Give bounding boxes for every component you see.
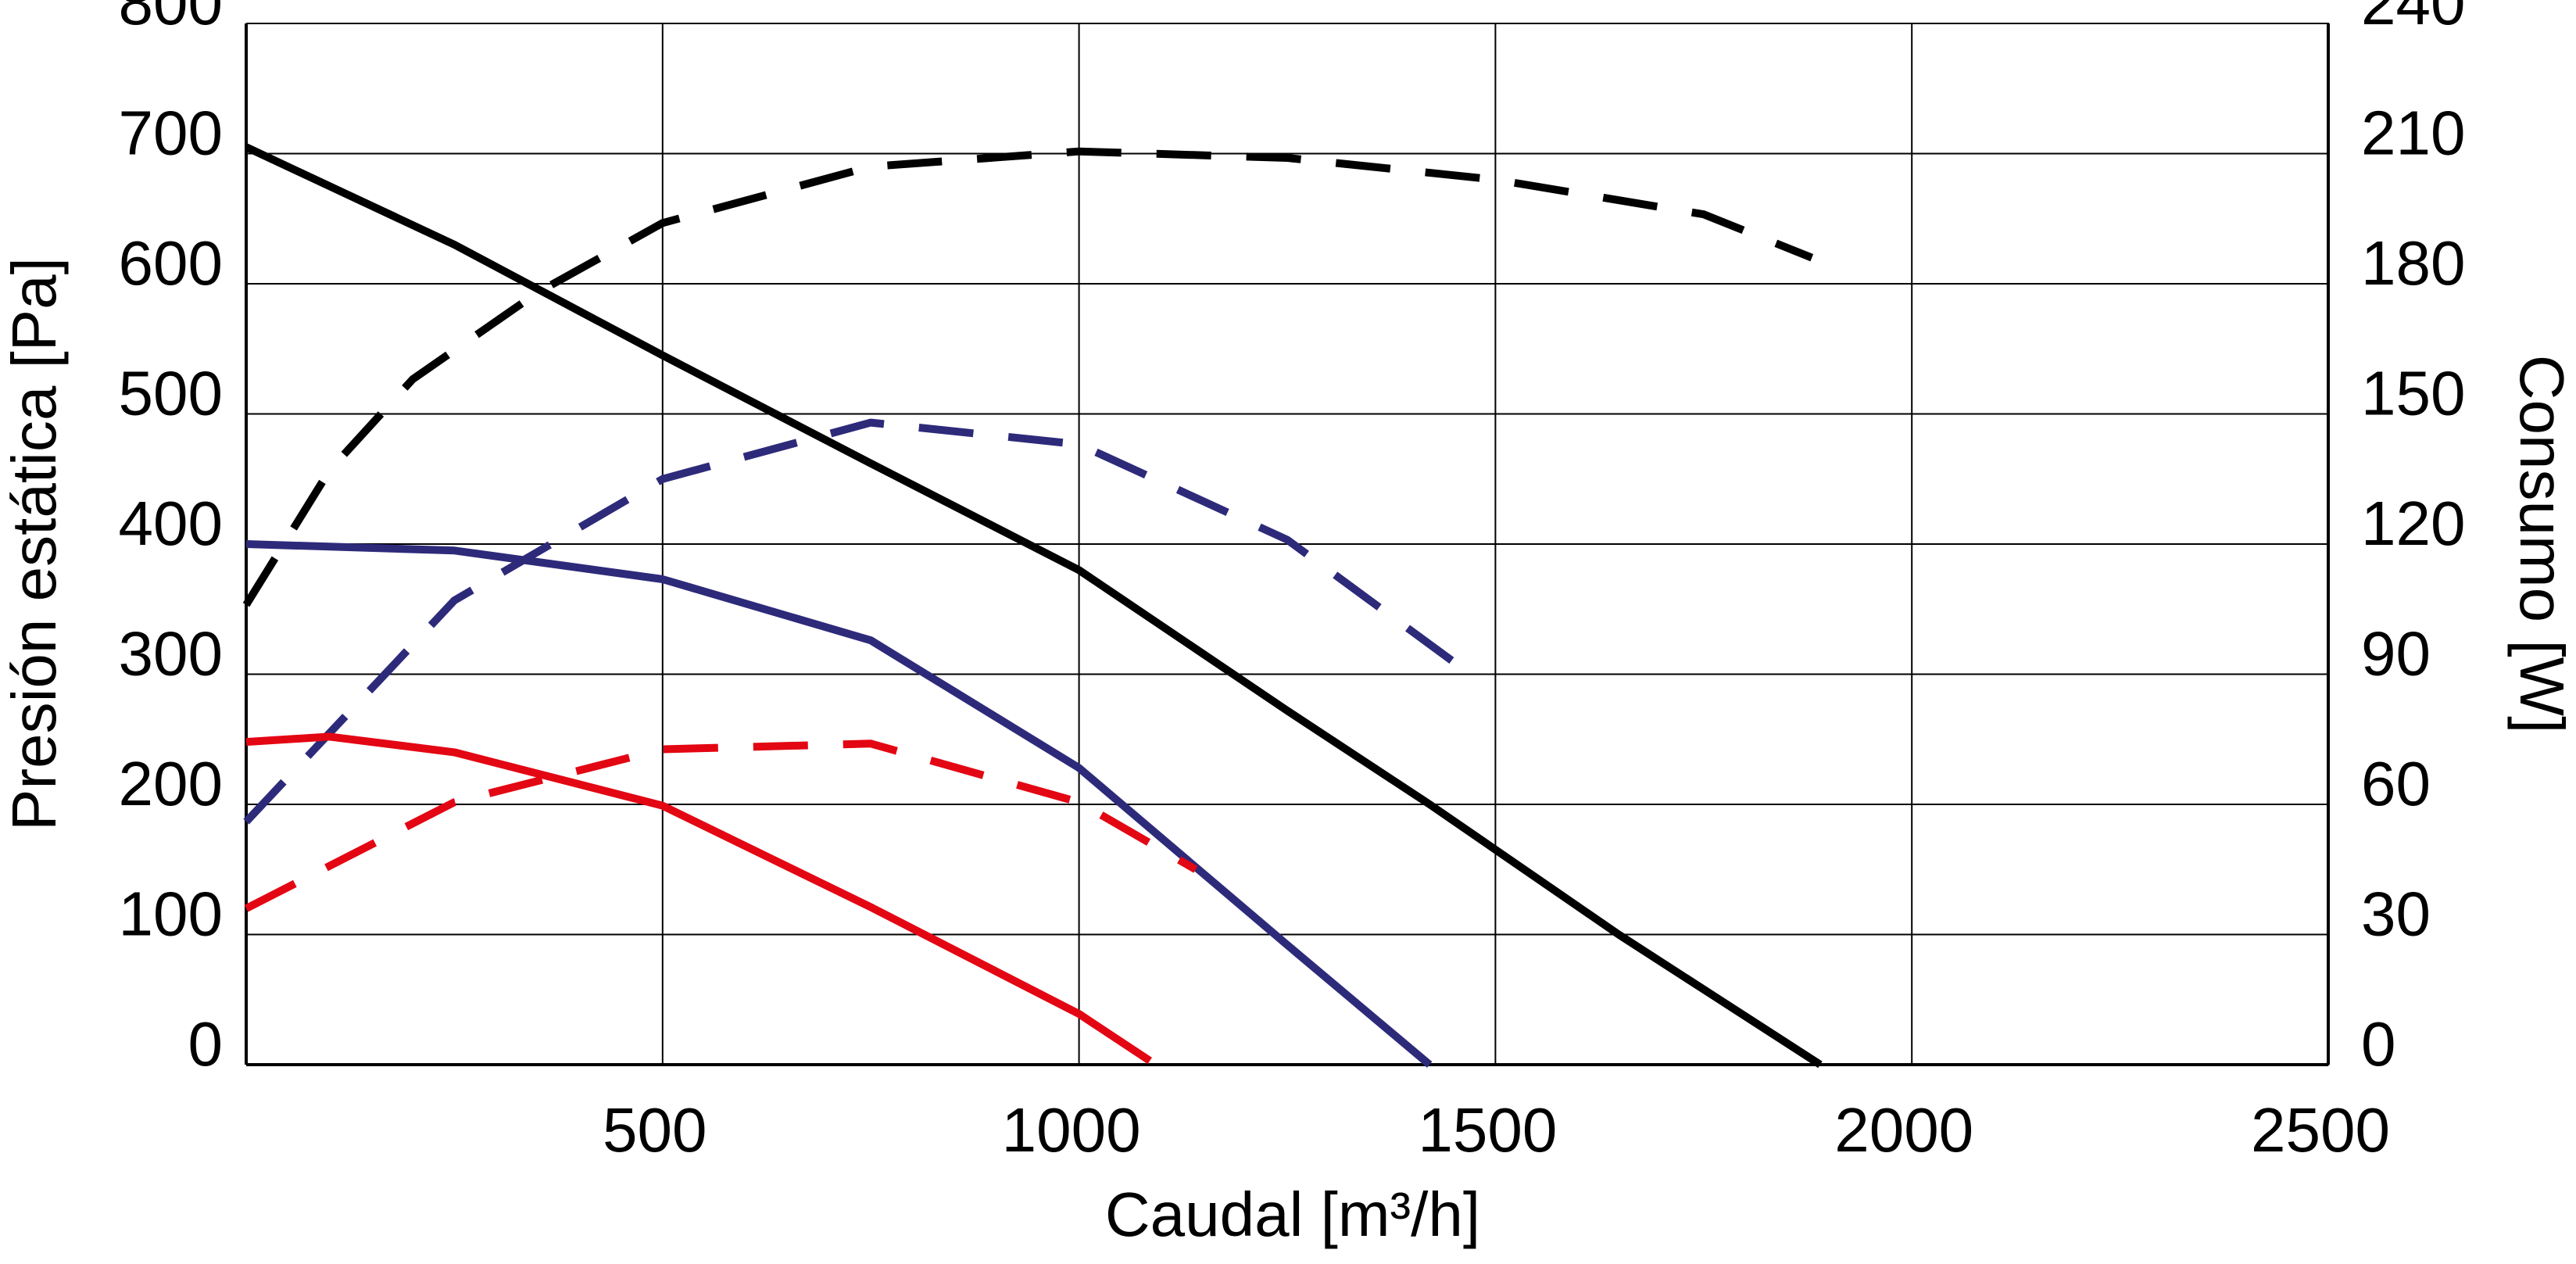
x-tick-label: 1500 (1418, 1095, 1557, 1165)
y2-tick-label: 60 (2361, 749, 2431, 818)
series-line (244, 143, 1823, 1069)
x-tick-label: 500 (603, 1095, 707, 1165)
series-line (245, 732, 1152, 1065)
x-tick-label: 2000 (1834, 1095, 1973, 1165)
y-axis-label: Presión estática [Pa] (0, 257, 69, 831)
y2-tick-label: 120 (2361, 489, 2465, 558)
y-tick-label: 200 (119, 749, 223, 818)
y2-tick-label: 0 (2361, 1009, 2396, 1079)
y-tick-label: 300 (119, 619, 223, 689)
y2-axis-label: Consumo [W] (2507, 355, 2576, 734)
y-tick-label: 500 (119, 359, 223, 428)
series-line (245, 540, 1433, 1068)
y2-tick-label: 180 (2361, 228, 2465, 298)
x-axis-label: Caudal [m³/h] (1105, 1180, 1480, 1249)
series-line (244, 739, 1198, 912)
y-tick-label: 800 (119, 0, 223, 38)
series-line (243, 418, 1473, 825)
y-tick-label: 600 (119, 228, 223, 298)
y2-tick-label: 30 (2361, 879, 2431, 949)
x-tick-label: 1000 (1002, 1095, 1141, 1165)
y-tick-label: 400 (119, 489, 223, 558)
y-tick-label: 100 (119, 879, 223, 949)
y2-tick-label: 210 (2361, 98, 2465, 168)
y-tick-label: 700 (119, 98, 223, 168)
y2-tick-label: 240 (2361, 0, 2465, 38)
x-tick-label: 2500 (2251, 1095, 2390, 1165)
y-tick-label: 0 (188, 1009, 224, 1079)
series-line (242, 147, 1814, 607)
y2-tick-label: 90 (2361, 619, 2431, 689)
y2-tick-label: 150 (2361, 359, 2465, 428)
